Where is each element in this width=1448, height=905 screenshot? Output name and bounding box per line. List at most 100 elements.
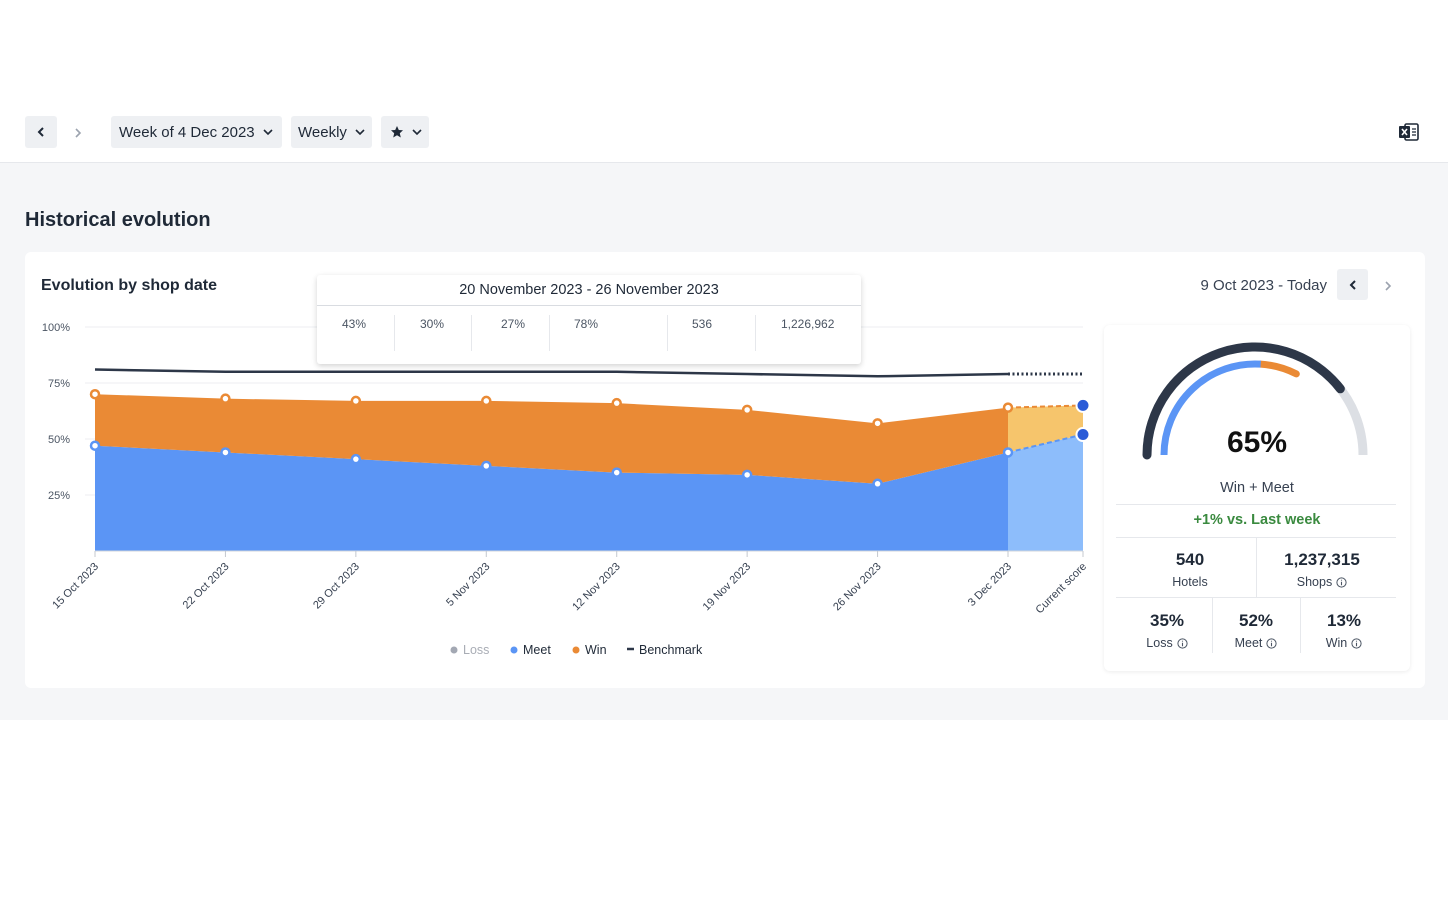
marker bbox=[872, 418, 883, 429]
marker bbox=[1075, 397, 1091, 413]
marker bbox=[350, 453, 362, 465]
divider bbox=[667, 315, 668, 351]
marker bbox=[1002, 447, 1014, 458]
tooltip-value: 536 bbox=[692, 317, 713, 331]
chevron-right bbox=[1385, 281, 1392, 291]
chevron-right bbox=[75, 128, 82, 138]
stat: 35% Loss bbox=[1107, 611, 1227, 650]
prev-range[interactable] bbox=[1337, 269, 1368, 300]
stat: 13% Win bbox=[1284, 611, 1404, 650]
chevron-down bbox=[263, 129, 273, 136]
stat-value: 540 bbox=[1175, 550, 1205, 569]
stat-label: Shops bbox=[1262, 575, 1382, 589]
gauge bbox=[1142, 342, 1368, 460]
favorites[interactable] bbox=[381, 116, 429, 148]
marker bbox=[872, 478, 883, 490]
next-week[interactable] bbox=[72, 126, 84, 144]
tooltip-column: Loss43% bbox=[342, 317, 366, 331]
stat-label-text: Meet bbox=[1234, 636, 1263, 650]
tooltip-value: 43% bbox=[342, 317, 367, 331]
x-tick-label: Current score bbox=[1034, 561, 1090, 617]
excel-export[interactable] bbox=[1399, 123, 1419, 141]
divider bbox=[1116, 504, 1396, 505]
divider bbox=[1116, 597, 1396, 598]
legend-swatch bbox=[572, 646, 580, 654]
period-label: Weekly bbox=[298, 123, 347, 141]
area-win bbox=[1008, 405, 1083, 453]
stat-label: Hotels bbox=[1130, 575, 1250, 589]
tooltip-value: 30% bbox=[420, 317, 445, 331]
info-icon bbox=[1336, 576, 1347, 588]
y-tick-label: 75% bbox=[48, 378, 70, 390]
gauge-value: 65% bbox=[1226, 426, 1288, 459]
tooltip: 20 November 2023 - 26 November 2023 Loss… bbox=[317, 275, 861, 364]
stat-label: Win bbox=[1284, 636, 1404, 650]
marker bbox=[350, 395, 362, 407]
info-circle bbox=[1266, 637, 1277, 649]
tooltip-column: Shops1,226,962 bbox=[781, 317, 834, 331]
stat-value: 1,237,315 bbox=[1284, 550, 1360, 569]
chart-title: Evolution by shop date bbox=[41, 277, 217, 294]
legend-label: Meet bbox=[523, 643, 551, 657]
gauge-benchmark bbox=[1142, 342, 1345, 460]
area-meet bbox=[95, 445, 1008, 551]
next-range[interactable] bbox=[1382, 279, 1394, 297]
marker bbox=[89, 388, 101, 400]
divider bbox=[1300, 597, 1301, 653]
chevron-left bbox=[1349, 279, 1356, 290]
date-range: 9 Oct 2023 - Today bbox=[1200, 277, 1327, 294]
x-tick-label: 26 Nov 2023 bbox=[831, 561, 884, 614]
area-win bbox=[95, 394, 1008, 484]
gauge-meet bbox=[1160, 360, 1261, 456]
stat: 1,237,315 Shops bbox=[1262, 550, 1382, 589]
area-meet bbox=[1008, 434, 1083, 551]
marker bbox=[89, 440, 101, 451]
divider bbox=[471, 315, 472, 351]
y-tick-label: 25% bbox=[48, 490, 70, 502]
week-select[interactable]: Week of 4 Dec 2023 bbox=[111, 116, 282, 148]
section-title: Historical evolution bbox=[25, 209, 211, 231]
info-icon bbox=[1266, 637, 1277, 649]
projection-line bbox=[1007, 433, 1084, 454]
chevron-down bbox=[355, 129, 365, 136]
tooltip-title: 20 November 2023 - 26 November 2023 bbox=[459, 282, 719, 298]
marker bbox=[611, 397, 622, 409]
x-tick-label: 15 Oct 2023 bbox=[50, 561, 101, 612]
info-circle bbox=[1336, 576, 1347, 588]
marker bbox=[220, 447, 231, 458]
divider bbox=[755, 315, 756, 351]
stat-label-text: Hotels bbox=[1172, 575, 1208, 589]
marker bbox=[481, 395, 492, 407]
info-circle bbox=[1177, 637, 1188, 649]
legend-label: Loss bbox=[463, 643, 489, 657]
info-icon bbox=[1351, 637, 1362, 649]
period-select[interactable]: Weekly bbox=[291, 116, 372, 148]
chevron-down bbox=[412, 129, 422, 136]
legend-swatch bbox=[450, 646, 458, 654]
tooltip-value: 1,226,962 bbox=[781, 317, 835, 331]
gauge-win bbox=[1257, 360, 1300, 378]
prev-week[interactable] bbox=[25, 116, 57, 148]
info-icon bbox=[1177, 637, 1188, 649]
stat-value: 13% bbox=[1326, 611, 1362, 630]
x-tick-label: 19 Nov 2023 bbox=[701, 561, 754, 614]
x-tick-label: 3 Dec 2023 bbox=[966, 561, 1014, 609]
tooltip-column: Win27% bbox=[501, 317, 525, 331]
x-tick-label: 12 Nov 2023 bbox=[570, 561, 623, 614]
projection-line bbox=[1007, 404, 1084, 409]
marker bbox=[1075, 427, 1091, 443]
areas bbox=[95, 394, 1083, 551]
tooltip-value: 27% bbox=[501, 317, 526, 331]
stat: 540 Hotels bbox=[1130, 550, 1250, 589]
legend-label: Win bbox=[585, 643, 607, 657]
stat-label-text: Loss bbox=[1146, 636, 1173, 650]
tooltip-column: Hotels536 bbox=[692, 317, 712, 331]
divider bbox=[549, 315, 550, 351]
week-label: Week of 4 Dec 2023 bbox=[119, 123, 255, 141]
stat-label-text: Shops bbox=[1296, 575, 1333, 589]
x-tick-label: 5 Nov 2023 bbox=[444, 561, 492, 609]
gauge-caption: Win + Meet bbox=[1220, 480, 1294, 496]
stat-value: 52% bbox=[1238, 611, 1274, 630]
